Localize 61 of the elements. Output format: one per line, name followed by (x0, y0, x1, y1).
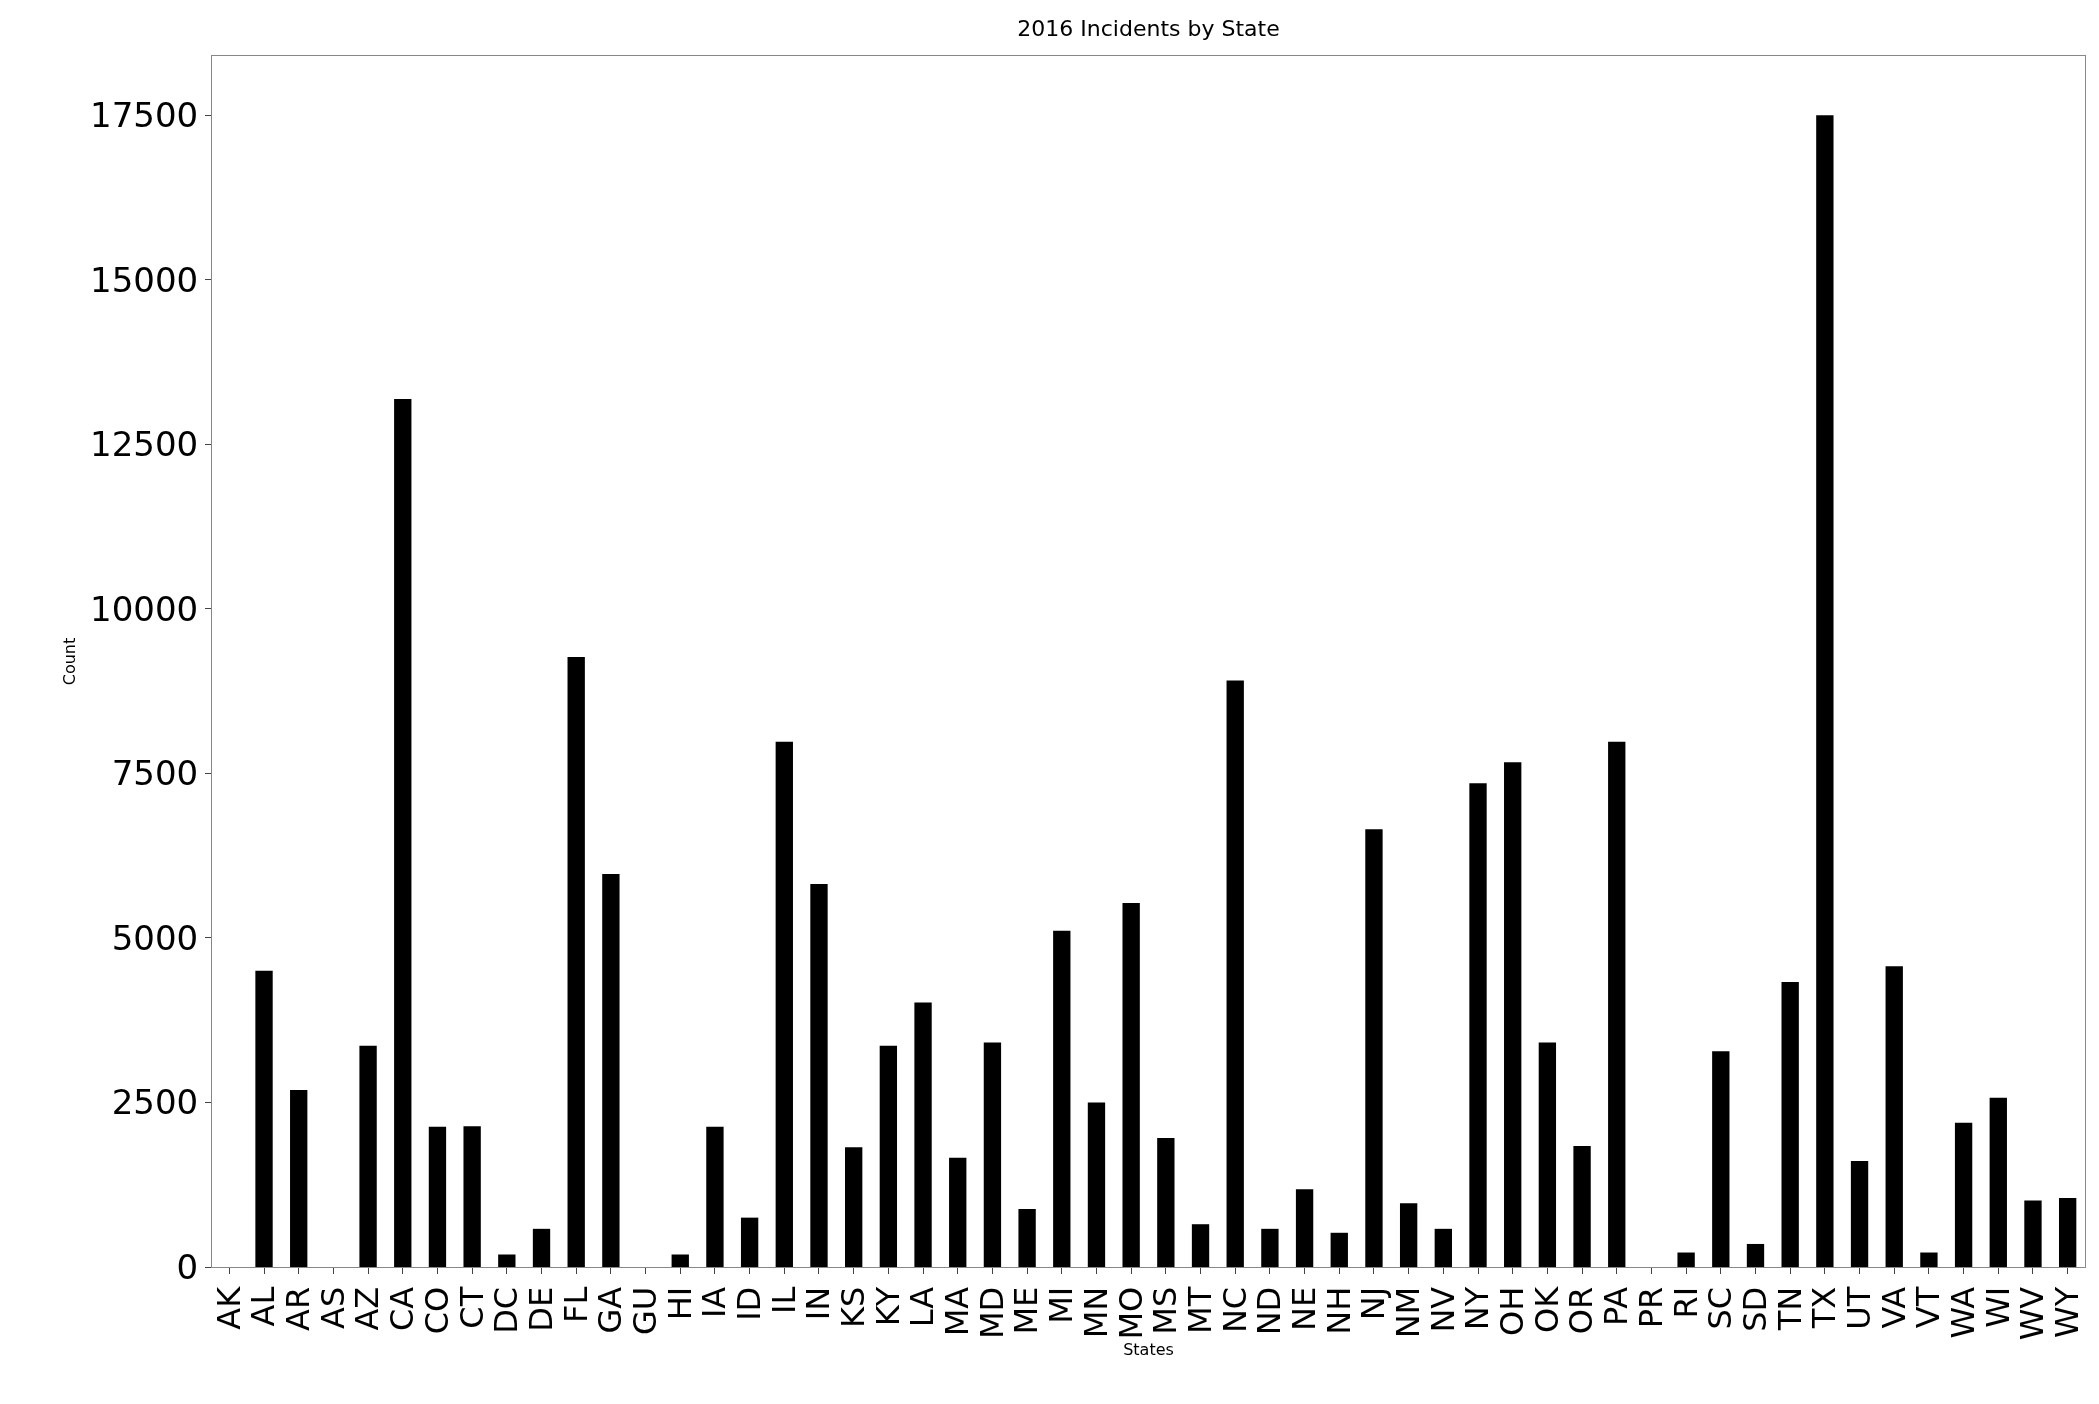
bar (1746, 1243, 1765, 1267)
y-tick-label: 10000 (90, 588, 199, 629)
bar (1018, 1209, 1036, 1267)
bar (290, 1089, 308, 1267)
bar (983, 1042, 1002, 1267)
bar (1850, 1161, 1869, 1267)
bar (532, 1228, 551, 1267)
bar (602, 874, 620, 1267)
y-tick-label: 15000 (90, 259, 199, 300)
bar (775, 741, 793, 1267)
bar (1677, 1252, 1695, 1267)
bar (1608, 741, 1626, 1267)
bar (1053, 930, 1071, 1267)
bar (740, 1217, 759, 1267)
bar (1191, 1224, 1210, 1267)
bar (706, 1126, 724, 1267)
bar (498, 1254, 516, 1267)
bar (1781, 982, 1799, 1267)
bar (949, 1157, 967, 1267)
bar (428, 1126, 447, 1267)
bar (1816, 115, 1834, 1267)
bar (1399, 1203, 1418, 1267)
bar (255, 970, 273, 1267)
y-tick-label: 0 (176, 1246, 199, 1287)
bar (1330, 1232, 1348, 1267)
bar (567, 656, 585, 1267)
bar (1295, 1189, 1314, 1267)
bar (845, 1147, 863, 1267)
bar (2024, 1200, 2042, 1267)
bar (359, 1045, 377, 1267)
bar (810, 883, 828, 1267)
bar (1122, 903, 1140, 1267)
bar (1226, 680, 1244, 1267)
bar (1365, 829, 1383, 1267)
bar (1885, 966, 1903, 1267)
bar (394, 398, 412, 1267)
bar (1087, 1102, 1106, 1267)
chart-title: 2016 Incidents by State (1017, 16, 1280, 42)
bar (1434, 1228, 1452, 1267)
x-axis-title: States (1123, 1339, 1174, 1359)
bar (1157, 1138, 1175, 1267)
bar (879, 1045, 898, 1267)
bar (1573, 1145, 1591, 1267)
bar (1261, 1228, 1279, 1267)
bar (1469, 783, 1487, 1267)
bar (2058, 1197, 2077, 1267)
bar (1954, 1122, 1973, 1267)
y-axis-title: Count (59, 637, 79, 686)
bar (1538, 1042, 1557, 1267)
bar (463, 1126, 481, 1267)
bar (1712, 1051, 1730, 1267)
bar (1989, 1097, 2007, 1267)
bar (1504, 762, 1522, 1267)
bar (914, 1002, 932, 1267)
y-tick-label: 2500 (111, 1082, 199, 1123)
y-tick-label: 7500 (111, 753, 199, 794)
y-tick-label: 17500 (90, 95, 199, 136)
y-tick-label: 12500 (90, 424, 199, 465)
y-tick-label: 5000 (111, 917, 199, 958)
bar (1920, 1252, 1938, 1267)
bar (671, 1254, 689, 1267)
